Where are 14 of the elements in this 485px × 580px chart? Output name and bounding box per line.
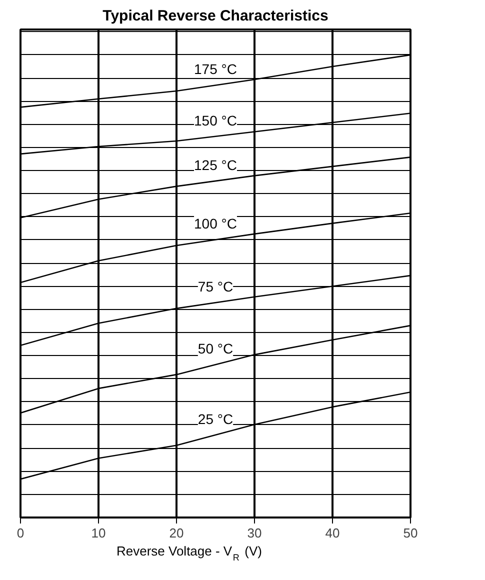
series-label: 175 °C	[194, 61, 237, 78]
x-tick-label: 30	[247, 526, 262, 540]
series-label: 100 °C	[194, 216, 237, 232]
series-label: 25 °C	[198, 410, 234, 427]
series-label: 75 °C	[198, 278, 234, 295]
x-tick-label: 20	[169, 526, 184, 540]
x-tick-label: 0	[16, 526, 24, 540]
series-label: 150 °C	[194, 112, 237, 128]
series-label: 125 °C	[194, 156, 237, 173]
chart-title: Typical Reverse Characteristics	[102, 8, 328, 24]
series-label: 50 °C	[198, 340, 234, 357]
x-tick-label: 10	[91, 526, 106, 540]
x-tick-label: 50	[403, 526, 418, 540]
x-tick-label: 40	[325, 526, 340, 540]
